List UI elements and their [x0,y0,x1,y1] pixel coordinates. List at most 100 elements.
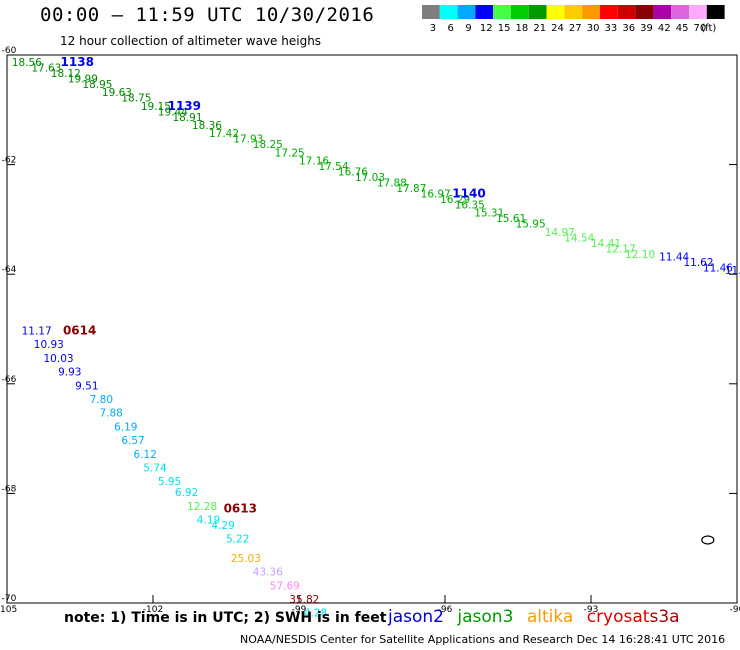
wave-height-label: 35.82 [289,594,319,606]
legend-bin-label: 12 [480,23,493,34]
wave-height-label: 9.51 [75,380,98,392]
wave-height-label: 12.28 [187,501,217,513]
wave-height-label: 43.36 [253,567,283,579]
units-note: note: 1) Time is in UTC; 2) SWH is in fe… [64,610,387,626]
satellite-jason3: jason3 [457,607,514,627]
wave-height-label: 11.44 [659,252,689,264]
wave-height-label: 17.63 [31,62,61,74]
wave-height-label: 19.44 [158,106,188,118]
wave-height-label: 17.54 [318,161,348,173]
satellite-cryosat: cryosat [586,607,650,627]
wave-height-label: 11.58 [725,265,740,277]
y-tick-label: -70 [2,594,17,604]
wave-height-label: 6.92 [175,487,198,499]
wave-height-label: 4.29 [211,520,234,532]
x-tick-label: -90 [730,605,740,615]
legend-swatch [422,5,440,19]
satellite-s3a: s3a [649,607,680,627]
wave-height-label: 7.80 [90,394,113,406]
legend-swatch [689,5,707,19]
y-tick-label: -62 [2,156,17,166]
y-tick-label: -66 [2,375,17,385]
island-contour [701,535,715,545]
wave-height-label: 9.93 [58,367,81,379]
legend-swatch [706,5,725,19]
wave-height-label: 12.17 [606,243,636,255]
wave-height-label: 18.36 [192,120,222,132]
wave-height-label: 4.28 [304,608,327,620]
satellite-legend: jason2 jason3 altika cryosats3a [388,607,688,627]
x-tick-label: -105 [0,605,17,615]
legend-bin-label: 36 [622,23,635,34]
track-number-label: 1138 [61,55,94,69]
page-subtitle: 12 hour collection of altimeter wave hei… [60,34,322,48]
wave-height-label: 6.19 [114,421,137,433]
legend-bin-label: 42 [658,23,671,34]
legend-swatch [635,5,654,19]
legend-bin-label: 33 [605,23,618,34]
wave-height-label: 5.95 [158,476,181,488]
wave-height-label: 17.87 [396,183,426,195]
y-tick-label: -60 [2,46,17,56]
wave-height-label: 16.29 [440,194,470,206]
legend-bin-label: 15 [498,23,511,34]
wave-height-label: 14.54 [564,232,594,244]
legend-bin-label: 30 [587,23,600,34]
wave-height-label: 5.74 [143,462,167,474]
wave-height-label: 19.15 [141,101,171,113]
wave-height-label: 14.97 [545,227,575,239]
wave-height-label: 6.12 [134,449,157,461]
legend-swatch [546,5,565,19]
x-tick-label: -102 [143,605,163,615]
legend-bin-label: 3 [430,23,436,34]
satellite-jason2: jason2 [388,607,444,627]
wave-height-label: 15.95 [516,219,546,231]
legend-bin-label: 6 [448,23,454,34]
track-number-label: 0614 [63,323,96,337]
legend-swatch [582,5,600,19]
y-tick-label: -68 [2,484,17,494]
legend-swatch [475,5,494,19]
wave-height-label: 18.75 [121,93,151,105]
legend-unit-label: (ft) [701,23,716,34]
wave-height-label: 19.99 [68,73,98,85]
legend-swatch [528,5,547,19]
wave-height-label: 19.63 [102,87,132,99]
wave-height-label: 18.91 [172,112,202,124]
wave-height-label: 17.25 [275,147,305,159]
wave-height-label: 25.03 [231,553,261,565]
page-title: 00:00 – 11:59 UTC 10/30/2016 [40,4,375,26]
wave-height-label: 11.62 [683,257,713,269]
x-tick-label: -99 [292,605,307,615]
wave-height-label: 18.12 [51,68,81,80]
track-number-label: 1140 [452,186,485,200]
x-tick-label: -96 [438,605,453,615]
wave-height-label: 16.97 [421,188,451,200]
legend-swatch [600,5,618,19]
legend-bin-label: 70 [694,23,707,34]
legend-swatch [439,5,458,19]
wave-height-label: 7.88 [99,408,122,420]
track-number-label: 0613 [224,502,257,516]
wave-height-label: 12.10 [625,249,655,261]
legend-swatch [671,5,689,19]
legend-swatch [511,5,529,19]
wave-height-label: 16.35 [455,199,485,211]
wave-height-label: 17.88 [377,178,407,190]
legend-bin-label: 18 [516,23,529,34]
legend-swatch [493,5,511,19]
legend-swatch [653,5,672,19]
legend-swatch [564,5,583,19]
wave-height-label: 5.22 [226,534,249,546]
wave-height-label: 17.16 [299,156,329,168]
map-frame [6,54,738,604]
wave-height-label: 6.57 [121,435,144,447]
x-tick-label: -93 [584,605,599,615]
wave-height-label: 57.69 [270,580,300,592]
legend-bin-label: 24 [551,23,564,34]
wave-height-label: 18.95 [82,79,112,91]
wave-height-label: 14.41 [591,238,621,250]
wave-height-label: 15.31 [474,208,504,220]
track-number-label: 1139 [168,99,201,113]
